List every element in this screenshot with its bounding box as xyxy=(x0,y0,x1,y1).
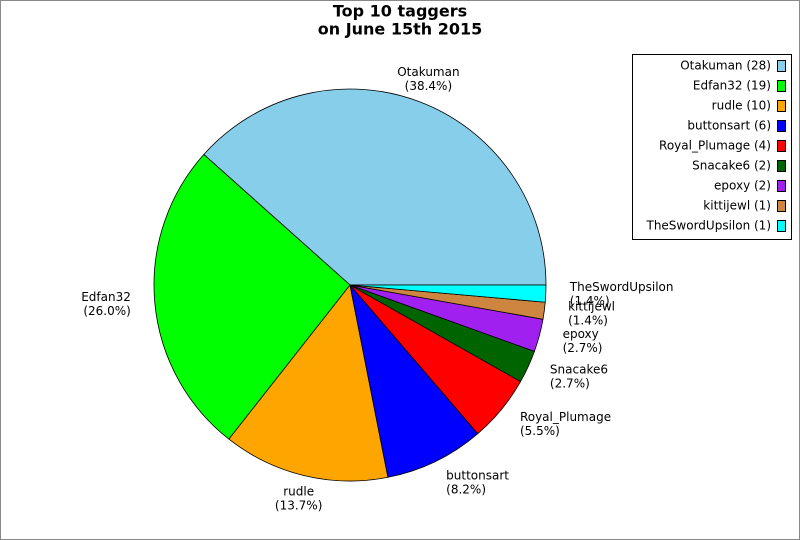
legend-label: Royal_Plumage (4) xyxy=(659,139,771,153)
legend-label: rudle (10) xyxy=(712,99,771,113)
legend-swatch xyxy=(777,220,786,232)
slice-label: kittijewl xyxy=(568,299,615,313)
slice-label: Otakuman xyxy=(397,65,459,79)
legend-label: kittijewl (1) xyxy=(703,199,771,213)
legend-swatch xyxy=(777,120,786,132)
slice-value-label: (1.4%) xyxy=(568,313,608,327)
legend-swatch xyxy=(777,140,786,152)
legend-swatch xyxy=(777,60,786,72)
slice-label: Edfan32 xyxy=(81,290,131,304)
legend-swatch xyxy=(777,180,786,192)
slice-label: rudle xyxy=(283,484,314,498)
legend-box xyxy=(632,54,792,240)
slice-label: epoxy xyxy=(563,327,599,341)
pie-slice xyxy=(349,283,479,478)
legend-label: Snacake6 (2) xyxy=(692,159,771,173)
slice-value-label: (2.7%) xyxy=(563,341,603,355)
pie-slice xyxy=(153,153,351,440)
slice-value-label: (26.0%) xyxy=(83,304,130,318)
chart-title: Top 10 taggers xyxy=(333,2,467,21)
slice-value-label: (13.7%) xyxy=(275,498,322,512)
slice-value-label: (5.5%) xyxy=(520,424,560,438)
chart-subtitle: on June 15th 2015 xyxy=(318,20,483,39)
legend-label: Edfan32 (19) xyxy=(693,79,771,93)
slice-value-label: (8.2%) xyxy=(446,482,486,496)
pie-slice xyxy=(203,88,547,286)
slice-label: TheSwordUpsilon xyxy=(569,280,674,294)
slice-value-label: (38.4%) xyxy=(405,79,452,93)
slice-value-label: (1.4%) xyxy=(570,294,610,308)
slice-value-label: (2.7%) xyxy=(550,376,590,390)
pie-slice xyxy=(228,284,389,482)
legend-label: TheSwordUpsilon (1) xyxy=(645,219,771,233)
legend-label: epoxy (2) xyxy=(714,179,771,193)
slice-label: Royal_Plumage xyxy=(520,410,611,424)
pie-slice xyxy=(349,284,547,303)
legend-label: buttonsart (6) xyxy=(687,119,771,133)
slice-label: Snacake6 xyxy=(550,362,608,376)
legend-swatch xyxy=(777,200,786,212)
legend-swatch xyxy=(777,80,786,92)
legend-swatch xyxy=(777,100,786,112)
slice-label: buttonsart xyxy=(446,468,509,482)
legend-label: Otakuman (28) xyxy=(680,59,771,73)
legend-swatch xyxy=(777,160,786,172)
